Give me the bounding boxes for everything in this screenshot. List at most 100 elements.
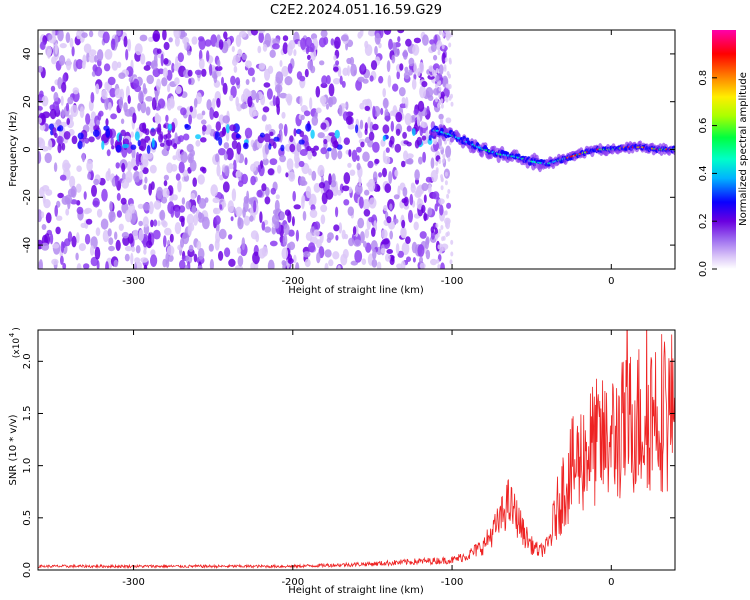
heatmap-speckle <box>442 235 446 241</box>
heatmap-speckle <box>289 135 294 143</box>
heatmap-speckle <box>257 164 262 173</box>
heatmap-speckle <box>226 147 234 161</box>
heatmap-speckle <box>157 68 165 75</box>
heatmap-speckle <box>204 197 209 203</box>
heatmap-speckle <box>372 248 377 260</box>
heatmap-speckle <box>306 145 312 152</box>
heatmap-speckle <box>333 66 339 72</box>
bottom-x-ticks: -300 -200 -100 0 <box>122 330 614 588</box>
heatmap-speckle <box>197 174 205 185</box>
heatmap-speckle <box>133 165 139 171</box>
heatmap-speckle <box>218 228 227 240</box>
heatmap-speckle <box>257 30 266 34</box>
heatmap-speckle <box>440 185 444 191</box>
heatmap-speckle <box>362 199 370 211</box>
heatmap-speckle <box>300 37 307 50</box>
heatmap-speckle <box>163 180 168 187</box>
heatmap-speckle <box>345 101 349 110</box>
heatmap-speckle <box>246 190 250 204</box>
heatmap-speckle <box>61 82 67 93</box>
heatmap-speckle <box>404 66 409 73</box>
heatmap-cells <box>38 30 675 269</box>
heatmap-speckle <box>304 68 309 78</box>
heatmap-speckle <box>343 199 350 206</box>
heatmap-speckle <box>124 253 130 262</box>
heatmap-speckle <box>279 60 283 67</box>
heatmap-speckle <box>114 231 118 240</box>
heatmap-speckle <box>235 77 241 86</box>
heatmap-speckle <box>418 156 423 165</box>
heatmap-speckle <box>225 124 230 134</box>
heatmap-speckle <box>172 155 177 161</box>
heatmap-speckle <box>304 36 312 48</box>
heatmap-speckle <box>349 56 355 66</box>
heatmap-speckle <box>334 36 341 49</box>
heatmap-speckle <box>324 249 332 258</box>
heatmap-speckle <box>382 124 390 134</box>
heatmap-speckle <box>47 34 53 40</box>
heatmap-speckle <box>299 75 306 82</box>
heatmap-speckle <box>193 98 198 108</box>
heatmap-speckle <box>76 165 82 172</box>
heatmap-speckle <box>39 123 46 131</box>
heatmap-speckle <box>446 193 450 199</box>
heatmap-speckle <box>282 42 288 55</box>
heatmap-speckle <box>83 263 90 269</box>
heatmap-speckle <box>65 58 72 71</box>
heatmap-speckle <box>295 229 299 242</box>
heatmap-speckle <box>408 209 413 223</box>
heatmap-speckle <box>104 97 109 111</box>
heatmap-speckle <box>167 254 174 262</box>
heatmap-speckle <box>170 164 178 172</box>
heatmap-speckle <box>111 60 119 71</box>
heatmap-speckle <box>253 200 257 213</box>
heatmap-speckle <box>110 38 116 51</box>
heatmap-speckle <box>130 252 134 265</box>
heatmap-speckle <box>57 143 62 154</box>
heatmap-speckle <box>138 220 144 227</box>
heatmap-speckle <box>163 134 168 140</box>
heatmap-speckle <box>279 92 288 99</box>
chart-title: C2E2.2024.051.16.59.G29 <box>270 3 442 18</box>
heatmap-speckle <box>348 237 355 247</box>
heatmap-speckle <box>413 108 419 116</box>
heatmap-speckle <box>440 225 444 230</box>
heatmap-speckle <box>40 41 46 50</box>
heatmap-speckle <box>255 232 260 243</box>
heatmap-speckle <box>443 87 450 99</box>
heatmap-speckle <box>49 233 54 245</box>
x-tick-label: -100 <box>441 577 464 588</box>
heatmap-speckle <box>389 230 394 240</box>
heatmap-speckle <box>167 84 171 93</box>
heatmap-speckle <box>143 248 147 255</box>
heatmap-speckle <box>188 244 194 252</box>
heatmap-speckle <box>266 88 273 100</box>
heatmap-speckle <box>57 125 64 132</box>
heatmap-speckle <box>282 35 289 42</box>
heatmap-speckle <box>162 67 168 78</box>
heatmap-speckle <box>160 53 164 67</box>
heatmap-speckle <box>367 178 376 192</box>
heatmap-speckle <box>450 101 454 107</box>
heatmap-speckle <box>277 85 281 98</box>
heatmap-speckle <box>244 127 253 139</box>
heatmap-speckle <box>201 167 207 174</box>
heatmap-speckle <box>444 171 448 177</box>
heatmap-speckle <box>133 171 141 183</box>
heatmap-speckle <box>148 201 154 215</box>
heatmap-speckle <box>281 111 286 119</box>
heatmap-speckle <box>401 228 406 239</box>
heatmap-speckle <box>177 52 184 63</box>
heatmap-speckle <box>216 164 221 177</box>
heatmap-speckle <box>148 36 154 43</box>
heatmap-speckle <box>278 123 284 131</box>
heatmap-speckle <box>209 63 213 76</box>
heatmap-speckle <box>342 67 349 77</box>
heatmap-speckle <box>110 136 114 146</box>
heatmap-speckle <box>90 92 95 104</box>
heatmap-speckle <box>108 102 112 111</box>
heatmap-speckle <box>386 60 391 73</box>
heatmap-speckle <box>116 192 121 201</box>
heatmap-speckle <box>444 95 447 101</box>
